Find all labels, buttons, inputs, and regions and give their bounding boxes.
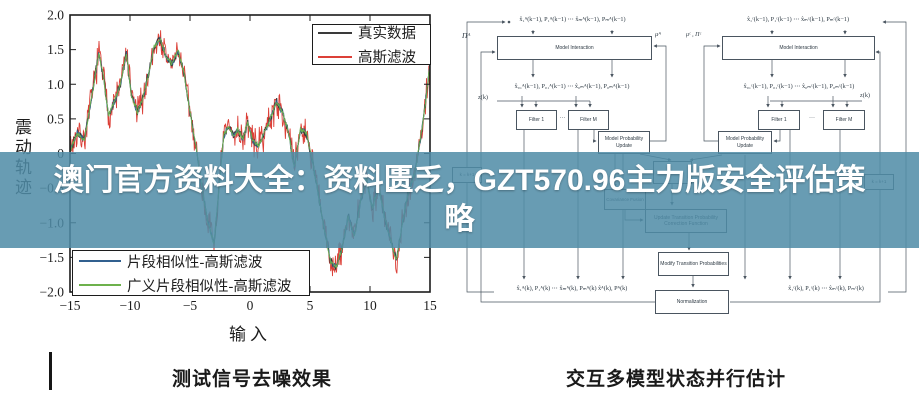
output-state-formula-c: x̂₁ᶜ(k), P₁ᶜ(k) ⋯ x̂ₘᶜ(k), Pₘᶜ(k) <box>788 285 864 292</box>
svg-text:−15: −15 <box>59 298 80 313</box>
left-figure-caption: 测试信号去噪效果 <box>171 369 332 390</box>
mode-probability-transition-label-c: μᶜ , Πᶜ <box>686 32 701 38</box>
legend-bottom-left: 片段相似性-高斯滤波 广义片段相似性-高斯滤波 <box>72 250 310 296</box>
filter-m-box-a: Filter M <box>568 110 609 130</box>
right-figure-caption: 交互多模型状态并行估计 <box>565 369 786 390</box>
ellipsis: ··· <box>559 115 566 121</box>
filter-1-box-a: Filter 1 <box>516 110 557 130</box>
svg-text:0: 0 <box>247 298 254 313</box>
svg-text:−10: −10 <box>119 298 140 313</box>
mixed-state-formula-c: x̂₀₁ᶜ(k−1), P₀₁ᶜ(k−1) ⋯ x̂₀ₘᶜ(k−1), P₀ₘᶜ… <box>743 83 855 90</box>
svg-text:−2.0: −2.0 <box>40 285 65 300</box>
svg-text:0.5: 0.5 <box>47 111 64 126</box>
generalized-segment-similarity-line-swatch <box>79 284 121 286</box>
gaussian-filter-line-swatch <box>318 55 352 58</box>
x-axis-label: 输入 <box>229 325 271 344</box>
legend-label: 片段相似性-高斯滤波 <box>127 254 263 271</box>
mode-probability-label-a: μᴬ <box>655 31 661 38</box>
svg-text:−1.5: −1.5 <box>40 250 65 265</box>
top-state-formula-c: x̂₁ᶜ(k−1), P₁ᶜ(k−1) ⋯ x̂ₘᶜ(k−1), Pₘᶜ(k−1… <box>746 16 850 23</box>
mixed-state-formula-a: x̂₀₁ᴬ(k−1), P₀₁ᴬ(k−1) ⋯ x̂₀ₘᴬ(k−1), P₀ₘᴬ… <box>514 83 630 90</box>
junction-dot <box>507 20 511 24</box>
overlay-text-banner: 澳门官方资料大全：资料匮乏，GZT570.96主力版安全评估策 略 <box>0 152 919 248</box>
model-probability-update-box-c: Model Probability Update <box>718 131 772 154</box>
legend-label: 广义片段相似性-高斯滤波 <box>127 278 292 295</box>
svg-text:10: 10 <box>363 298 377 313</box>
legend-label: 真实数据 <box>358 26 416 42</box>
model-probability-update-box-a: Model Probability Update <box>598 131 650 154</box>
svg-text:15: 15 <box>423 298 437 313</box>
filter-m-box-c: Filter M <box>823 110 865 130</box>
svg-text:1.5: 1.5 <box>47 42 64 57</box>
normalization-box: Normalization <box>655 290 729 314</box>
svg-text:5: 5 <box>307 298 314 313</box>
banner-text-line-2: 略 <box>444 203 475 236</box>
svg-text:−5: −5 <box>183 298 198 313</box>
svg-text:2.0: 2.0 <box>47 8 64 23</box>
measurement-input-label-c: z(k) <box>860 92 870 99</box>
model-interaction-box-a: Model Interaction <box>497 36 652 60</box>
top-state-formula-a: x̂₁ᴬ(k−1), P₁ᴬ(k−1) ⋯ x̂ₘᴬ(k−1), Pₘᴬ(k−1… <box>519 16 626 23</box>
model-interaction-box-c: Model Interaction <box>722 36 875 60</box>
legend-item-gaussian-filter: 高斯滤波 <box>318 46 425 67</box>
modify-transition-probabilities-box: Modify Transition Probabilities <box>658 252 729 276</box>
output-state-formula-a: x̂₁ᴬ(k), P₁ᴬ(k) ⋯ x̂ₘᴬ(k), Pₘᴬ(k) x̂ᴬ(k)… <box>516 285 628 292</box>
transition-matrix-label-a: Πᴬ <box>462 31 471 40</box>
measurement-input-label-a: z(k) <box>478 94 488 101</box>
true-data-line-swatch <box>318 31 352 34</box>
legend-item-generalized-segment-similarity: 广义片段相似性-高斯滤波 <box>79 275 303 296</box>
legend-top-right: 真实数据 高斯滤波 <box>312 22 431 67</box>
ellipsis: ··· <box>809 115 815 121</box>
legend-item-true-data: 真实数据 <box>318 22 425 43</box>
stray-scan-mark <box>49 352 52 390</box>
banner-text-line-1: 澳门官方资料大全：资料匮乏，GZT570.96主力版安全评估策 <box>53 164 866 197</box>
filter-1-box-c: Filter 1 <box>758 110 800 130</box>
svg-text:1.0: 1.0 <box>47 77 64 92</box>
segment-similarity-line-swatch <box>79 260 121 262</box>
legend-label: 高斯滤波 <box>358 50 416 66</box>
legend-item-segment-similarity: 片段相似性-高斯滤波 <box>79 251 303 272</box>
